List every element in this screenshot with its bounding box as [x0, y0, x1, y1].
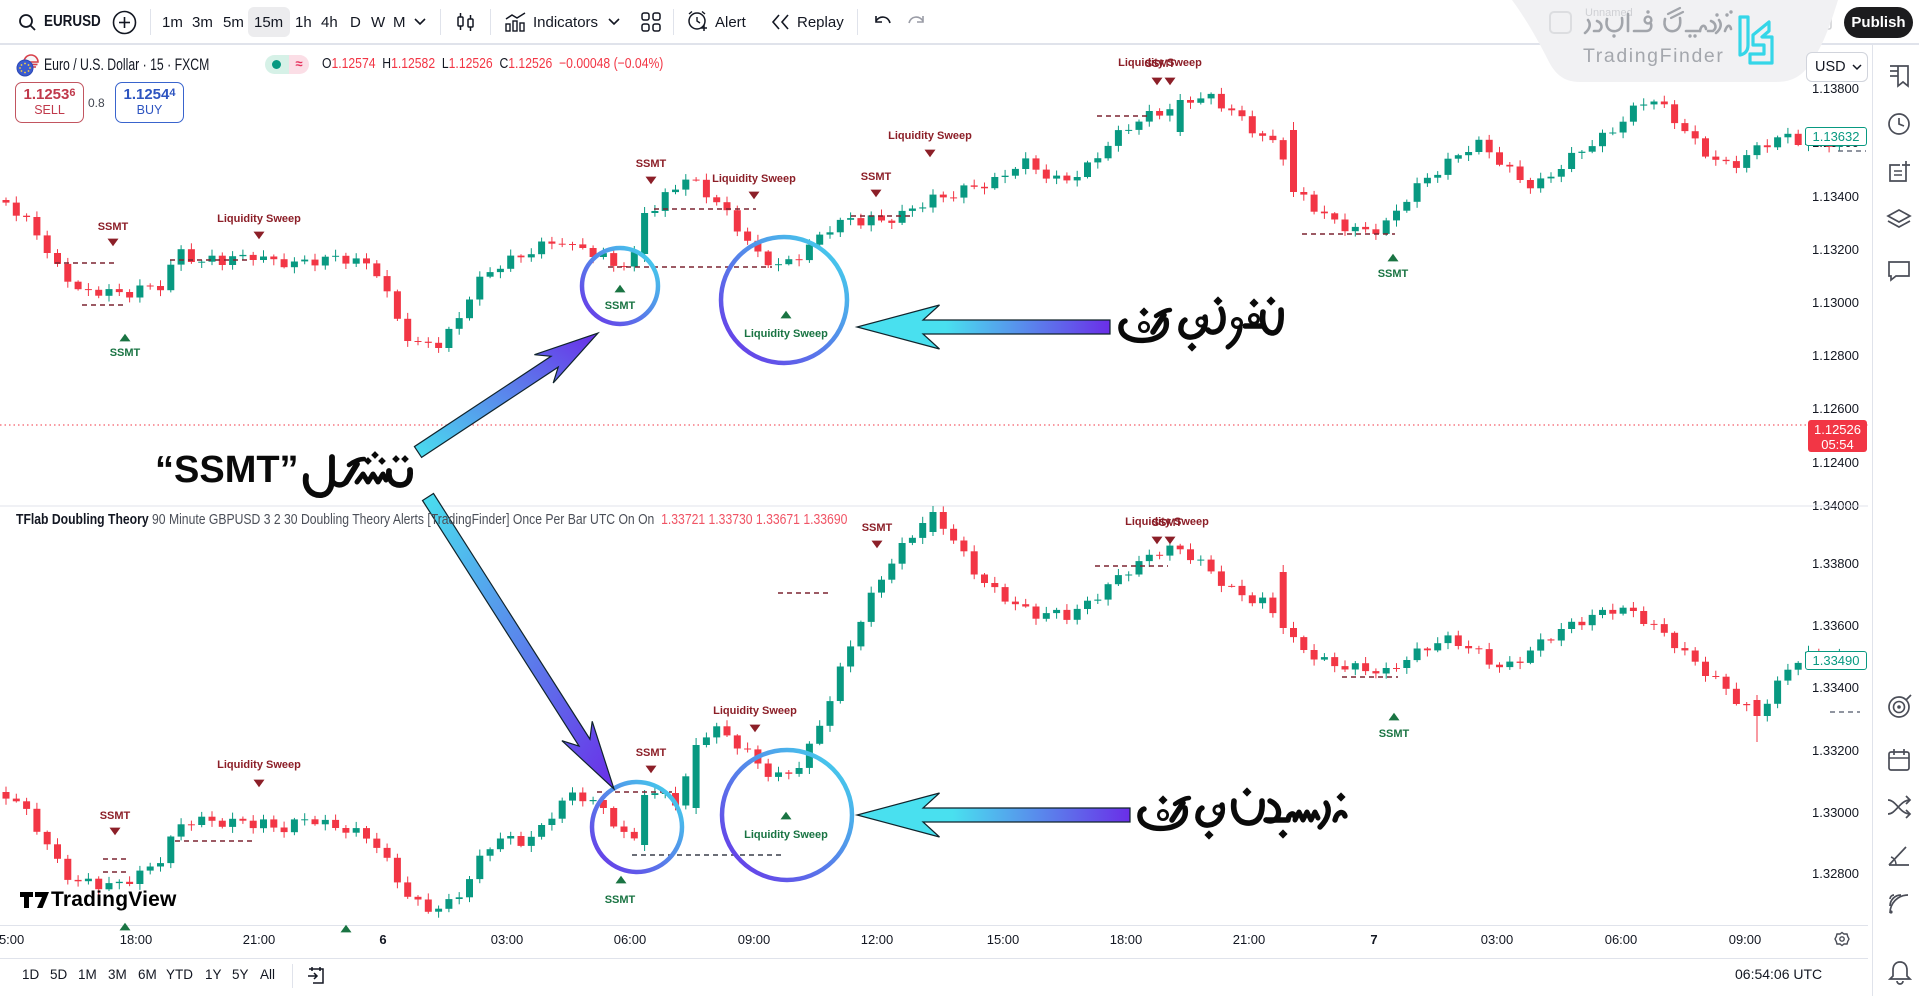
svg-text:SSMT: SSMT	[636, 747, 667, 759]
svg-text:SSMT: SSMT	[861, 171, 892, 183]
svg-text:SSMT: SSMT	[605, 894, 636, 906]
svg-text:Liquidity Sweep: Liquidity Sweep	[713, 705, 797, 717]
svg-text:SSMT: SSMT	[862, 522, 893, 534]
svg-text:Liquidity Sweep: Liquidity Sweep	[744, 829, 828, 841]
svg-text:SSMT: SSMT	[98, 221, 129, 233]
svg-text:SSMT: SSMT	[1379, 728, 1410, 740]
svg-text:SSMT: SSMT	[636, 158, 667, 170]
svg-text:SSMT: SSMT	[100, 810, 131, 822]
svg-text:SSMT: SSMT	[110, 347, 141, 359]
svg-text:Liquidity Sweep: Liquidity Sweep	[217, 213, 301, 225]
svg-text:SSMT: SSMT	[605, 300, 636, 312]
svg-text:Liquidity Sweep: Liquidity Sweep	[1118, 57, 1202, 69]
svg-text:Liquidity Sweep: Liquidity Sweep	[712, 173, 796, 185]
svg-text:Liquidity Sweep: Liquidity Sweep	[1125, 516, 1209, 528]
svg-text:SSMT: SSMT	[1152, 517, 1183, 529]
svg-text:SSMT: SSMT	[1145, 58, 1176, 70]
svg-text:Liquidity Sweep: Liquidity Sweep	[744, 328, 828, 340]
svg-text:Liquidity Sweep: Liquidity Sweep	[217, 759, 301, 771]
svg-text:Liquidity Sweep: Liquidity Sweep	[888, 130, 972, 142]
svg-text:SSMT: SSMT	[1378, 268, 1409, 280]
